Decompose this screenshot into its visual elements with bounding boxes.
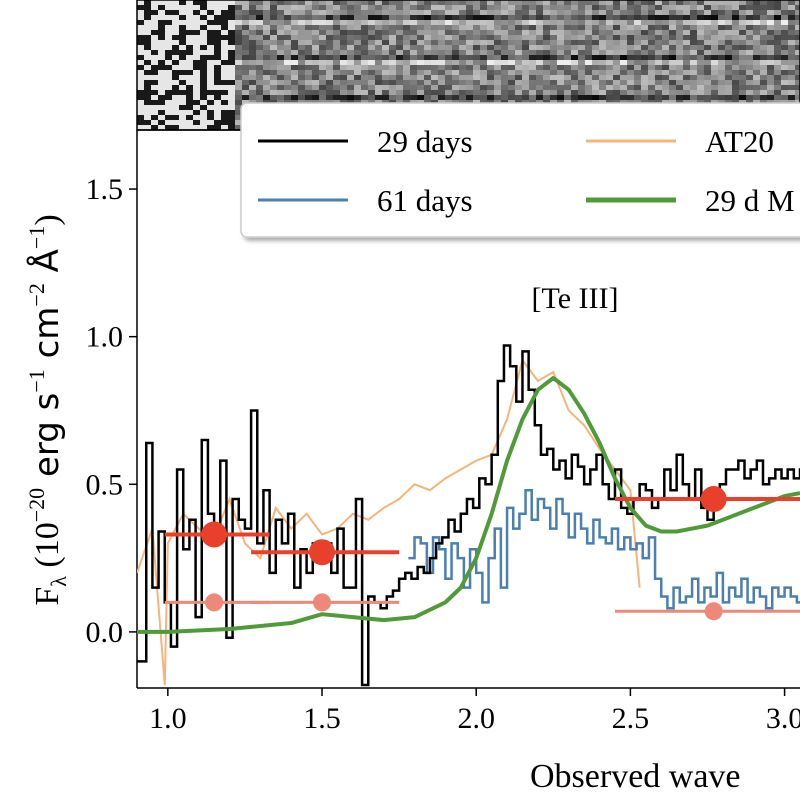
y-axis-label: Fλ (10−20 erg s−1 cm−2 Å−1): [24, 214, 71, 605]
legend-label-61-days: 61 days: [377, 183, 473, 218]
x-tick-label: 2.5: [612, 702, 650, 735]
ylabel-scale: (10: [29, 522, 66, 576]
ylabel-exp-cm: −2: [24, 283, 49, 306]
legend: 29 days 61 days AT20 29 d M: [240, 102, 800, 238]
photometry-point: [704, 602, 723, 621]
legend-entry-61-days: 61 days: [258, 183, 473, 218]
photometry-layer: [164, 486, 800, 621]
ylabel-angstrom: Å: [26, 249, 67, 283]
ylabel-exp-angstrom: −1: [24, 226, 49, 249]
2d-spectrum-panel: [136, 0, 800, 131]
legend-entry-29-d-model: 29 d M: [586, 183, 795, 218]
photometry-point: [201, 521, 228, 548]
ylabel-lambda: λ: [46, 576, 71, 587]
x-tick-label: 3.0: [766, 702, 800, 735]
legend-entry-29-days: 29 days: [258, 124, 473, 159]
ylabel-close: ): [29, 214, 66, 225]
legend-label-29-days: 29 days: [377, 124, 473, 159]
ylabel-exp-scale: −20: [24, 488, 49, 522]
y-tick-label: 1.5: [86, 173, 124, 206]
legend-box: [240, 102, 800, 238]
y-tick-label: 0.5: [86, 468, 124, 501]
annotation-te-iii: [Te III]: [532, 282, 619, 315]
legend-label-29-d-model: 29 d M: [705, 183, 795, 218]
ylabel-exp-s: −1: [24, 369, 49, 392]
ylabel-f: F: [29, 587, 66, 606]
x-tick-label: 2.0: [457, 702, 495, 735]
ylabel-erg-s: erg s: [27, 393, 67, 488]
photometry-point: [309, 539, 336, 566]
ylabel-cm: cm: [27, 307, 67, 370]
photometry-point: [700, 486, 727, 513]
series-29-d-m: [137, 376, 800, 634]
legend-label-at20: AT20: [705, 124, 774, 159]
y-tick-label: 0.0: [86, 616, 124, 649]
series-29-days: [137, 344, 800, 687]
photometry-point: [205, 593, 224, 612]
x-axis-label: Observed wave: [530, 758, 741, 795]
x-tick-label: 1.5: [303, 702, 341, 735]
series-layer: [137, 344, 800, 687]
y-tick-label: 1.0: [86, 321, 124, 354]
legend-entry-at20: AT20: [586, 124, 774, 159]
ticks-layer: 1.0 1.5 2.0 2.5 3.0 0.0 0.5 1.0 1.5: [86, 173, 800, 735]
photometry-point: [313, 593, 332, 612]
x-tick-label: 1.0: [149, 702, 187, 735]
